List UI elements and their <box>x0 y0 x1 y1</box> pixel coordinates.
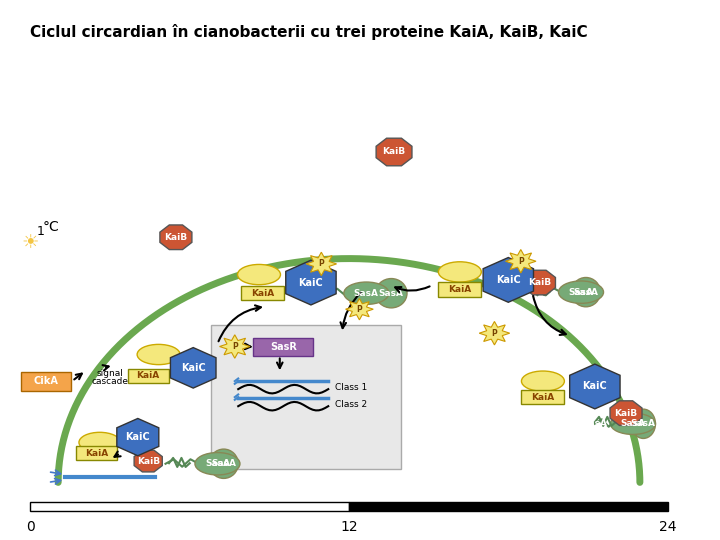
Polygon shape <box>346 299 373 320</box>
Text: °C: °C <box>43 220 60 234</box>
Ellipse shape <box>209 449 238 478</box>
FancyBboxPatch shape <box>30 502 349 511</box>
Ellipse shape <box>238 265 281 285</box>
Text: P: P <box>232 342 238 351</box>
Polygon shape <box>505 249 536 273</box>
Polygon shape <box>376 138 412 166</box>
Text: KaiB: KaiB <box>164 233 187 242</box>
FancyBboxPatch shape <box>76 446 117 460</box>
Text: SasR: SasR <box>270 342 297 352</box>
Polygon shape <box>286 260 336 305</box>
Text: Ciclul circardian în cianobacterii cu trei proteine KaiA, KaiB, KaiC: Ciclul circardian în cianobacterii cu tr… <box>30 24 588 40</box>
FancyBboxPatch shape <box>210 325 401 469</box>
Text: SasA: SasA <box>573 288 598 296</box>
Text: SasA: SasA <box>582 419 608 428</box>
Polygon shape <box>220 335 250 358</box>
Text: signal: signal <box>96 369 124 377</box>
Ellipse shape <box>137 345 180 364</box>
FancyBboxPatch shape <box>349 502 667 511</box>
FancyBboxPatch shape <box>521 390 564 404</box>
Polygon shape <box>523 270 555 295</box>
Text: KaiB: KaiB <box>137 457 160 465</box>
Text: ☀: ☀ <box>22 233 39 252</box>
Text: SasA: SasA <box>205 459 230 468</box>
FancyBboxPatch shape <box>22 372 71 391</box>
Text: KaiC: KaiC <box>181 363 206 373</box>
Text: P: P <box>492 329 498 338</box>
Ellipse shape <box>559 281 603 303</box>
Text: KaiB: KaiB <box>614 409 638 417</box>
Ellipse shape <box>438 262 481 282</box>
Text: KaiA: KaiA <box>137 372 160 380</box>
Ellipse shape <box>571 278 600 307</box>
Text: 0: 0 <box>26 519 35 534</box>
Text: cascade: cascade <box>91 376 129 386</box>
FancyBboxPatch shape <box>241 286 284 300</box>
Text: KaiC: KaiC <box>582 381 607 391</box>
Text: KaiC: KaiC <box>299 278 323 288</box>
Text: KaiC: KaiC <box>496 275 521 285</box>
Text: KaiA: KaiA <box>85 449 108 457</box>
Text: SasA: SasA <box>569 288 593 296</box>
Polygon shape <box>483 258 534 302</box>
Polygon shape <box>610 401 642 426</box>
Text: KaiA: KaiA <box>531 393 554 402</box>
FancyBboxPatch shape <box>127 369 168 383</box>
Polygon shape <box>134 450 162 472</box>
Text: SasA: SasA <box>621 419 645 428</box>
Ellipse shape <box>521 371 564 392</box>
Text: SasA: SasA <box>379 289 404 298</box>
Text: P: P <box>518 256 523 266</box>
Text: KaiB: KaiB <box>528 278 551 287</box>
Text: KaiC: KaiC <box>125 432 150 442</box>
Polygon shape <box>171 348 216 388</box>
Text: KaiA: KaiA <box>251 289 274 298</box>
Ellipse shape <box>611 413 655 435</box>
Text: Class 1: Class 1 <box>336 383 367 392</box>
Text: CikA: CikA <box>34 376 59 386</box>
Polygon shape <box>570 364 620 409</box>
Polygon shape <box>117 418 159 456</box>
Text: P: P <box>318 259 324 268</box>
Text: SasA: SasA <box>211 459 236 468</box>
Ellipse shape <box>79 433 120 453</box>
Text: KaiA: KaiA <box>449 285 472 294</box>
Text: SasA: SasA <box>631 419 656 428</box>
Polygon shape <box>306 252 336 275</box>
Polygon shape <box>160 225 192 249</box>
Ellipse shape <box>195 453 240 475</box>
FancyBboxPatch shape <box>438 282 481 296</box>
Text: SasA: SasA <box>354 289 379 298</box>
Ellipse shape <box>631 409 655 438</box>
Text: 1: 1 <box>37 225 45 239</box>
Text: KaiB: KaiB <box>382 147 405 157</box>
Text: 12: 12 <box>341 519 358 534</box>
Text: P: P <box>356 305 362 314</box>
Polygon shape <box>480 321 510 345</box>
Ellipse shape <box>376 279 407 308</box>
Ellipse shape <box>344 282 389 305</box>
FancyBboxPatch shape <box>253 338 313 356</box>
Text: Class 2: Class 2 <box>336 400 367 409</box>
Text: 24: 24 <box>659 519 676 534</box>
